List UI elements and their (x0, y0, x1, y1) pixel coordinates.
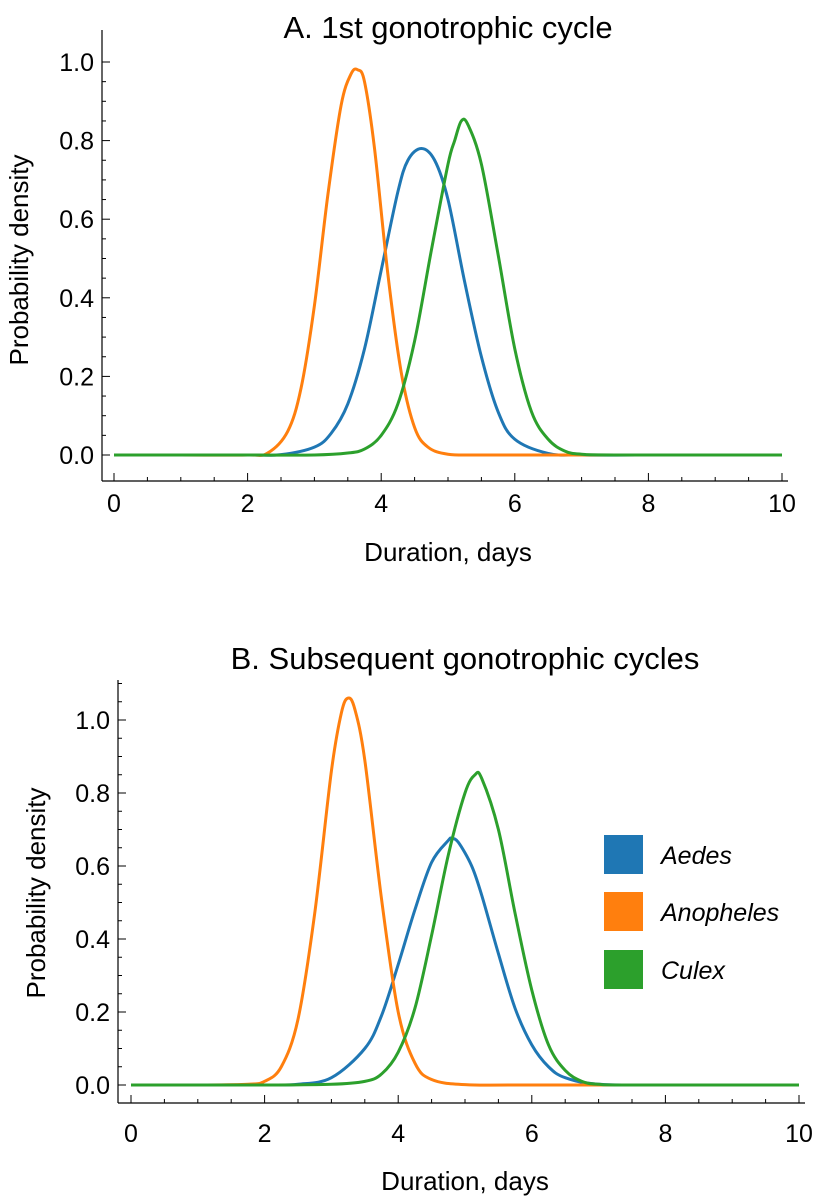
panel-b-x-tick-label: 4 (391, 1120, 405, 1148)
panel-a-x-tick-label: 2 (241, 490, 255, 518)
panel-a-chart: A. 1st gonotrophic cycle Duration, days … (4, 10, 796, 567)
panel-a-x-tick-label: 4 (374, 490, 388, 518)
panel-b-y-tick-label: 0.4 (75, 926, 110, 954)
panel-b-x-tick-label: 10 (785, 1120, 813, 1148)
panel-a-y-tick-label: 0.6 (59, 206, 94, 234)
legend-swatch-culex (604, 950, 643, 989)
panel-b-y-tick-label: 0.0 (75, 1072, 110, 1100)
panel-a-x-tick-label: 10 (768, 490, 796, 518)
panel-b-x-tick-label: 0 (124, 1120, 138, 1148)
panel-a-y-axis-label: Probability density (4, 155, 34, 366)
panel-a-x-axis-label: Duration, days (364, 537, 532, 567)
panel-b-y-tick-label: 0.2 (75, 999, 110, 1027)
panel-b-series-culex-line (131, 770, 800, 1087)
legend-label-aedes: Aedes (659, 842, 732, 870)
panel-b-y-axis-label: Probability density (21, 788, 51, 999)
legend-item-culex: Culex (604, 950, 726, 989)
panel-b-x-axis-label: Duration, days (381, 1166, 549, 1196)
panel-a-x-tick-label: 6 (508, 490, 522, 518)
panel-a-series-anopheles-line (113, 67, 782, 457)
panel-a-x-tick-label: 0 (107, 490, 121, 518)
panel-b-y-tick-label: 1.0 (75, 707, 110, 735)
panel-a-y-tick-label: 0.8 (59, 128, 94, 156)
panel-b-series-anopheles-line (130, 696, 800, 1087)
panel-a-series-culex-line (113, 117, 783, 457)
panel-a-title: A. 1st gonotrophic cycle (283, 10, 612, 45)
panel-b-y-tick-label: 0.6 (75, 853, 110, 881)
legend-label-culex: Culex (661, 957, 726, 985)
panel-b-title: B. Subsequent gonotrophic cycles (231, 641, 700, 676)
panel-a-x-tick-label: 8 (641, 490, 655, 518)
panel-b-x-tick-label: 6 (525, 1120, 539, 1148)
legend-swatch-anopheles (604, 892, 643, 931)
legend-label-anopheles: Anopheles (659, 899, 779, 927)
legend-swatch-aedes (604, 835, 643, 874)
panel-b-x-tick-label: 8 (658, 1120, 672, 1148)
panel-a-y-tick-label: 0.2 (59, 363, 94, 391)
legend: Aedes Anopheles Culex (604, 835, 779, 989)
legend-item-anopheles: Anopheles (604, 892, 779, 931)
legend-item-aedes: Aedes (604, 835, 732, 874)
panel-a-y-tick-label: 0.0 (59, 442, 94, 470)
panel-a-y-tick-label: 1.0 (59, 49, 94, 77)
panel-a-y-tick-label: 0.4 (59, 285, 94, 313)
panel-a-series-aedes-line (113, 146, 782, 457)
panel-b-x-tick-label: 2 (258, 1120, 272, 1148)
panel-b-y-tick-label: 0.8 (75, 780, 110, 808)
panel-b-chart: B. Subsequent gonotrophic cycles Duratio… (21, 641, 813, 1196)
